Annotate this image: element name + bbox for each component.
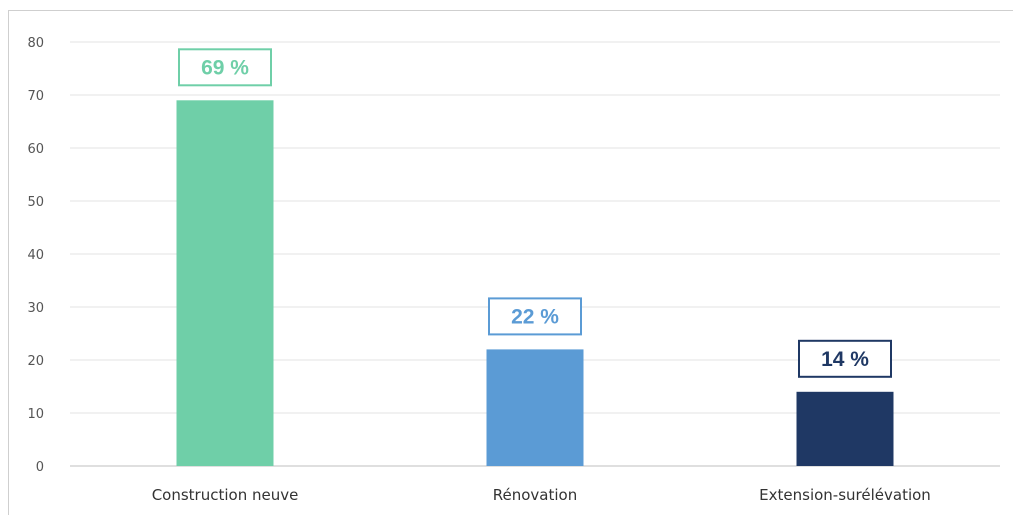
- y-tick-label: 70: [27, 89, 44, 104]
- data-label-box: [178, 48, 272, 87]
- bar: [486, 349, 584, 466]
- data-label: 22 %: [511, 305, 559, 328]
- chart-frame: [8, 10, 1013, 515]
- y-tick-label: 50: [27, 195, 44, 210]
- y-tick-label: 20: [27, 354, 44, 369]
- x-tick-label: Construction neuve: [152, 486, 299, 504]
- y-tick-label: 30: [27, 301, 44, 316]
- y-tick-label: 60: [27, 142, 44, 157]
- data-label: 14 %: [821, 348, 869, 371]
- y-tick-label: 40: [27, 248, 44, 263]
- bar: [796, 391, 894, 466]
- y-tick-label: 10: [27, 407, 44, 422]
- x-tick-label: Rénovation: [493, 486, 577, 504]
- data-label-box: [488, 297, 582, 336]
- y-tick-label: 80: [27, 36, 44, 51]
- x-tick-label: Extension-surélévation: [759, 486, 931, 504]
- y-tick-label: 0: [36, 460, 44, 475]
- data-label: 69 %: [201, 56, 249, 79]
- bar: [176, 100, 274, 467]
- data-label-box: [798, 339, 892, 378]
